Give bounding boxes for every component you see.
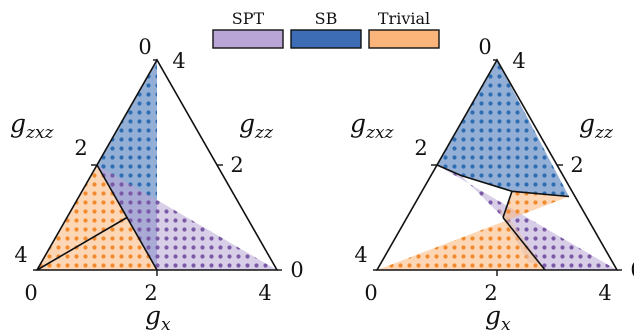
phase-boundary-2 <box>502 217 546 271</box>
phase-dots-trivial <box>377 191 569 270</box>
tick-label-gzz-4: 4 <box>512 49 525 73</box>
legend-item-spt: SPT <box>212 9 284 49</box>
legend-swatch-trivial <box>368 29 440 49</box>
tick-label-gx-0: 0 <box>24 281 37 305</box>
tick-label-gx-4: 4 <box>598 281 611 305</box>
legend-item-sb: SB <box>290 9 362 49</box>
tick-label-gx-2: 2 <box>484 281 497 305</box>
legend-swatch-sb <box>290 29 362 49</box>
legend: SPT SB Trivial <box>212 9 440 49</box>
legend-label-sb: SB <box>315 9 338 28</box>
tick-label-gzxz-0: 0 <box>478 35 491 59</box>
phase-boundary-1 <box>502 191 513 218</box>
tick-label-gzxz-2: 2 <box>74 136 87 160</box>
axis-label-gx: gx <box>485 301 511 335</box>
legend-item-trivial: Trivial <box>368 9 440 49</box>
tick-label-gzz-0: 0 <box>290 258 303 282</box>
phase-dots-spt <box>437 165 617 270</box>
axis-label-gx: gx <box>145 301 171 335</box>
phase-boundary-1 <box>36 216 128 271</box>
tick-label-gx-0: 0 <box>364 281 377 305</box>
tick-label-gx-2: 2 <box>144 281 157 305</box>
tick-label-gzz-2: 2 <box>570 153 583 177</box>
phase-dots-trivial <box>37 165 157 270</box>
tick-label-gzxz-0: 0 <box>138 35 151 59</box>
phase-boundary-0 <box>436 164 570 198</box>
tick-label-gzxz-4: 4 <box>354 243 367 267</box>
tick-label-gzz-2: 2 <box>230 153 243 177</box>
legend-swatch-spt <box>212 29 284 49</box>
tick-label-gzz-0: 0 <box>630 258 634 282</box>
axis-label-gzz: gzz <box>239 109 274 143</box>
tick-label-gzxz-4: 4 <box>14 243 27 267</box>
tick-label-gzxz-2: 2 <box>414 136 427 160</box>
tick-label-gzz-4: 4 <box>172 49 185 73</box>
legend-label-spt: SPT <box>232 9 265 28</box>
tick-label-gx-4: 4 <box>258 281 271 305</box>
legend-label-trivial: Trivial <box>378 9 430 28</box>
axis-label-gzxz: gzxz <box>10 109 55 143</box>
crossover-band <box>497 207 542 265</box>
axis-label-gzz: gzz <box>579 109 614 143</box>
axis-label-gzxz: gzxz <box>350 109 395 143</box>
phase-dots-sb <box>437 60 569 197</box>
